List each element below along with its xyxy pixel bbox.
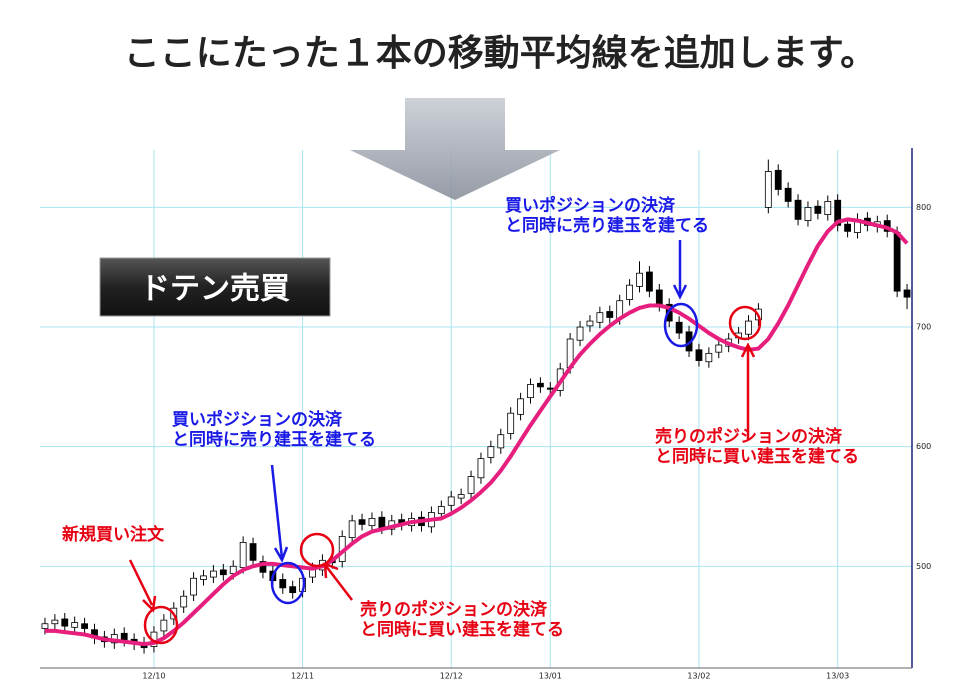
candle-body xyxy=(606,311,614,318)
candle-body xyxy=(834,199,842,226)
candle-body xyxy=(804,207,812,221)
annotation-text: 売りのポジションの決済 xyxy=(360,599,548,620)
candle-body xyxy=(893,232,901,292)
annotation-text: 新規買い注文 xyxy=(62,524,165,545)
candle-body xyxy=(596,312,604,323)
candle-body xyxy=(457,494,465,499)
candle-body xyxy=(378,516,386,529)
x-tick-label: 12/12 xyxy=(440,672,463,681)
candle-body xyxy=(537,382,544,388)
candle-body xyxy=(358,519,366,525)
down-arrow xyxy=(350,98,560,200)
candle-body xyxy=(279,579,287,589)
y-tick-label: 600 xyxy=(916,442,931,451)
candle-body xyxy=(675,321,683,334)
y-tick-label: 800 xyxy=(916,203,931,212)
circle xyxy=(299,532,335,568)
y-tick-label: 500 xyxy=(916,562,931,571)
arrow xyxy=(323,562,353,601)
candle-body xyxy=(249,543,257,561)
circle xyxy=(728,305,762,341)
candle-body xyxy=(219,569,227,576)
candle-body xyxy=(546,387,554,390)
arrow xyxy=(270,464,289,563)
annotation-text: 買いポジションの決済 xyxy=(172,409,343,430)
arrow xyxy=(128,559,157,613)
circle xyxy=(270,561,306,605)
annotation-text: と同時に売り建玉を建てる xyxy=(505,215,709,236)
x-tick-label: 12/11 xyxy=(291,672,314,681)
candle-body xyxy=(467,476,475,494)
badge-text: ドテン売買 xyxy=(140,272,290,307)
circle xyxy=(663,302,699,348)
candle-body xyxy=(289,586,297,594)
candle-body xyxy=(200,575,207,580)
x-tick-label: 13/03 xyxy=(826,672,849,681)
candle-body xyxy=(636,272,643,287)
candle-body xyxy=(447,496,455,506)
candle-body xyxy=(715,344,723,353)
candle-body xyxy=(507,412,515,434)
x-tick-label: 13/01 xyxy=(539,672,562,681)
candle-body xyxy=(705,352,713,363)
plot-area xyxy=(40,150,912,668)
candle-body xyxy=(160,619,168,632)
candle-body xyxy=(437,506,445,515)
annotation-marks xyxy=(128,240,762,645)
candle-body xyxy=(517,398,524,415)
candle-body xyxy=(239,541,247,568)
arrow xyxy=(740,342,756,440)
title: ここにたった１本の移動平均線を追加します。 xyxy=(124,33,876,74)
candle-body xyxy=(527,384,534,399)
annotation-text: と同時に買い建玉を建てる xyxy=(360,619,564,640)
annotation-text: と同時に買い建玉を建てる xyxy=(655,446,859,467)
candle-body xyxy=(745,320,752,335)
candle-body xyxy=(348,520,356,539)
moving-average-line xyxy=(45,217,909,647)
candle-body xyxy=(368,518,376,527)
candle-body xyxy=(844,223,851,232)
candle-body xyxy=(41,623,49,629)
candle-body xyxy=(824,201,832,216)
candle-body xyxy=(784,187,792,202)
candle-body xyxy=(646,271,653,292)
candle-body xyxy=(814,205,822,214)
candle-body xyxy=(51,619,59,625)
candle-body xyxy=(586,320,594,327)
candle-body xyxy=(71,622,79,628)
candle-body xyxy=(903,289,911,298)
candle-body xyxy=(695,349,703,361)
candle-body xyxy=(764,171,772,208)
annotation-text: と同時に売り建玉を建てる xyxy=(172,429,376,450)
candle-body xyxy=(477,458,485,479)
annotation-text: 買いポジションの決済 xyxy=(505,195,676,216)
candle-body xyxy=(180,595,188,608)
candle-body xyxy=(626,284,633,300)
candle-body xyxy=(774,169,782,190)
candle-body xyxy=(259,561,267,573)
candle-body xyxy=(210,570,217,578)
candle-body xyxy=(487,446,495,458)
y-tick-label: 700 xyxy=(916,323,931,332)
candle-body xyxy=(497,434,505,449)
arrow xyxy=(672,240,688,300)
candle-body xyxy=(794,199,802,220)
annotation-text: 売りのポジションの決済 xyxy=(655,426,843,447)
candle-body xyxy=(61,618,69,627)
candle-body xyxy=(190,577,197,596)
candle-body xyxy=(229,565,237,574)
candle-body xyxy=(120,632,128,641)
candle-body xyxy=(81,623,88,629)
badge-box xyxy=(99,257,331,317)
candle-body xyxy=(655,289,663,306)
circle xyxy=(143,605,179,645)
x-tick-label: 12/10 xyxy=(142,672,165,681)
candle-body xyxy=(576,326,584,341)
x-tick-label: 13/02 xyxy=(687,672,710,681)
